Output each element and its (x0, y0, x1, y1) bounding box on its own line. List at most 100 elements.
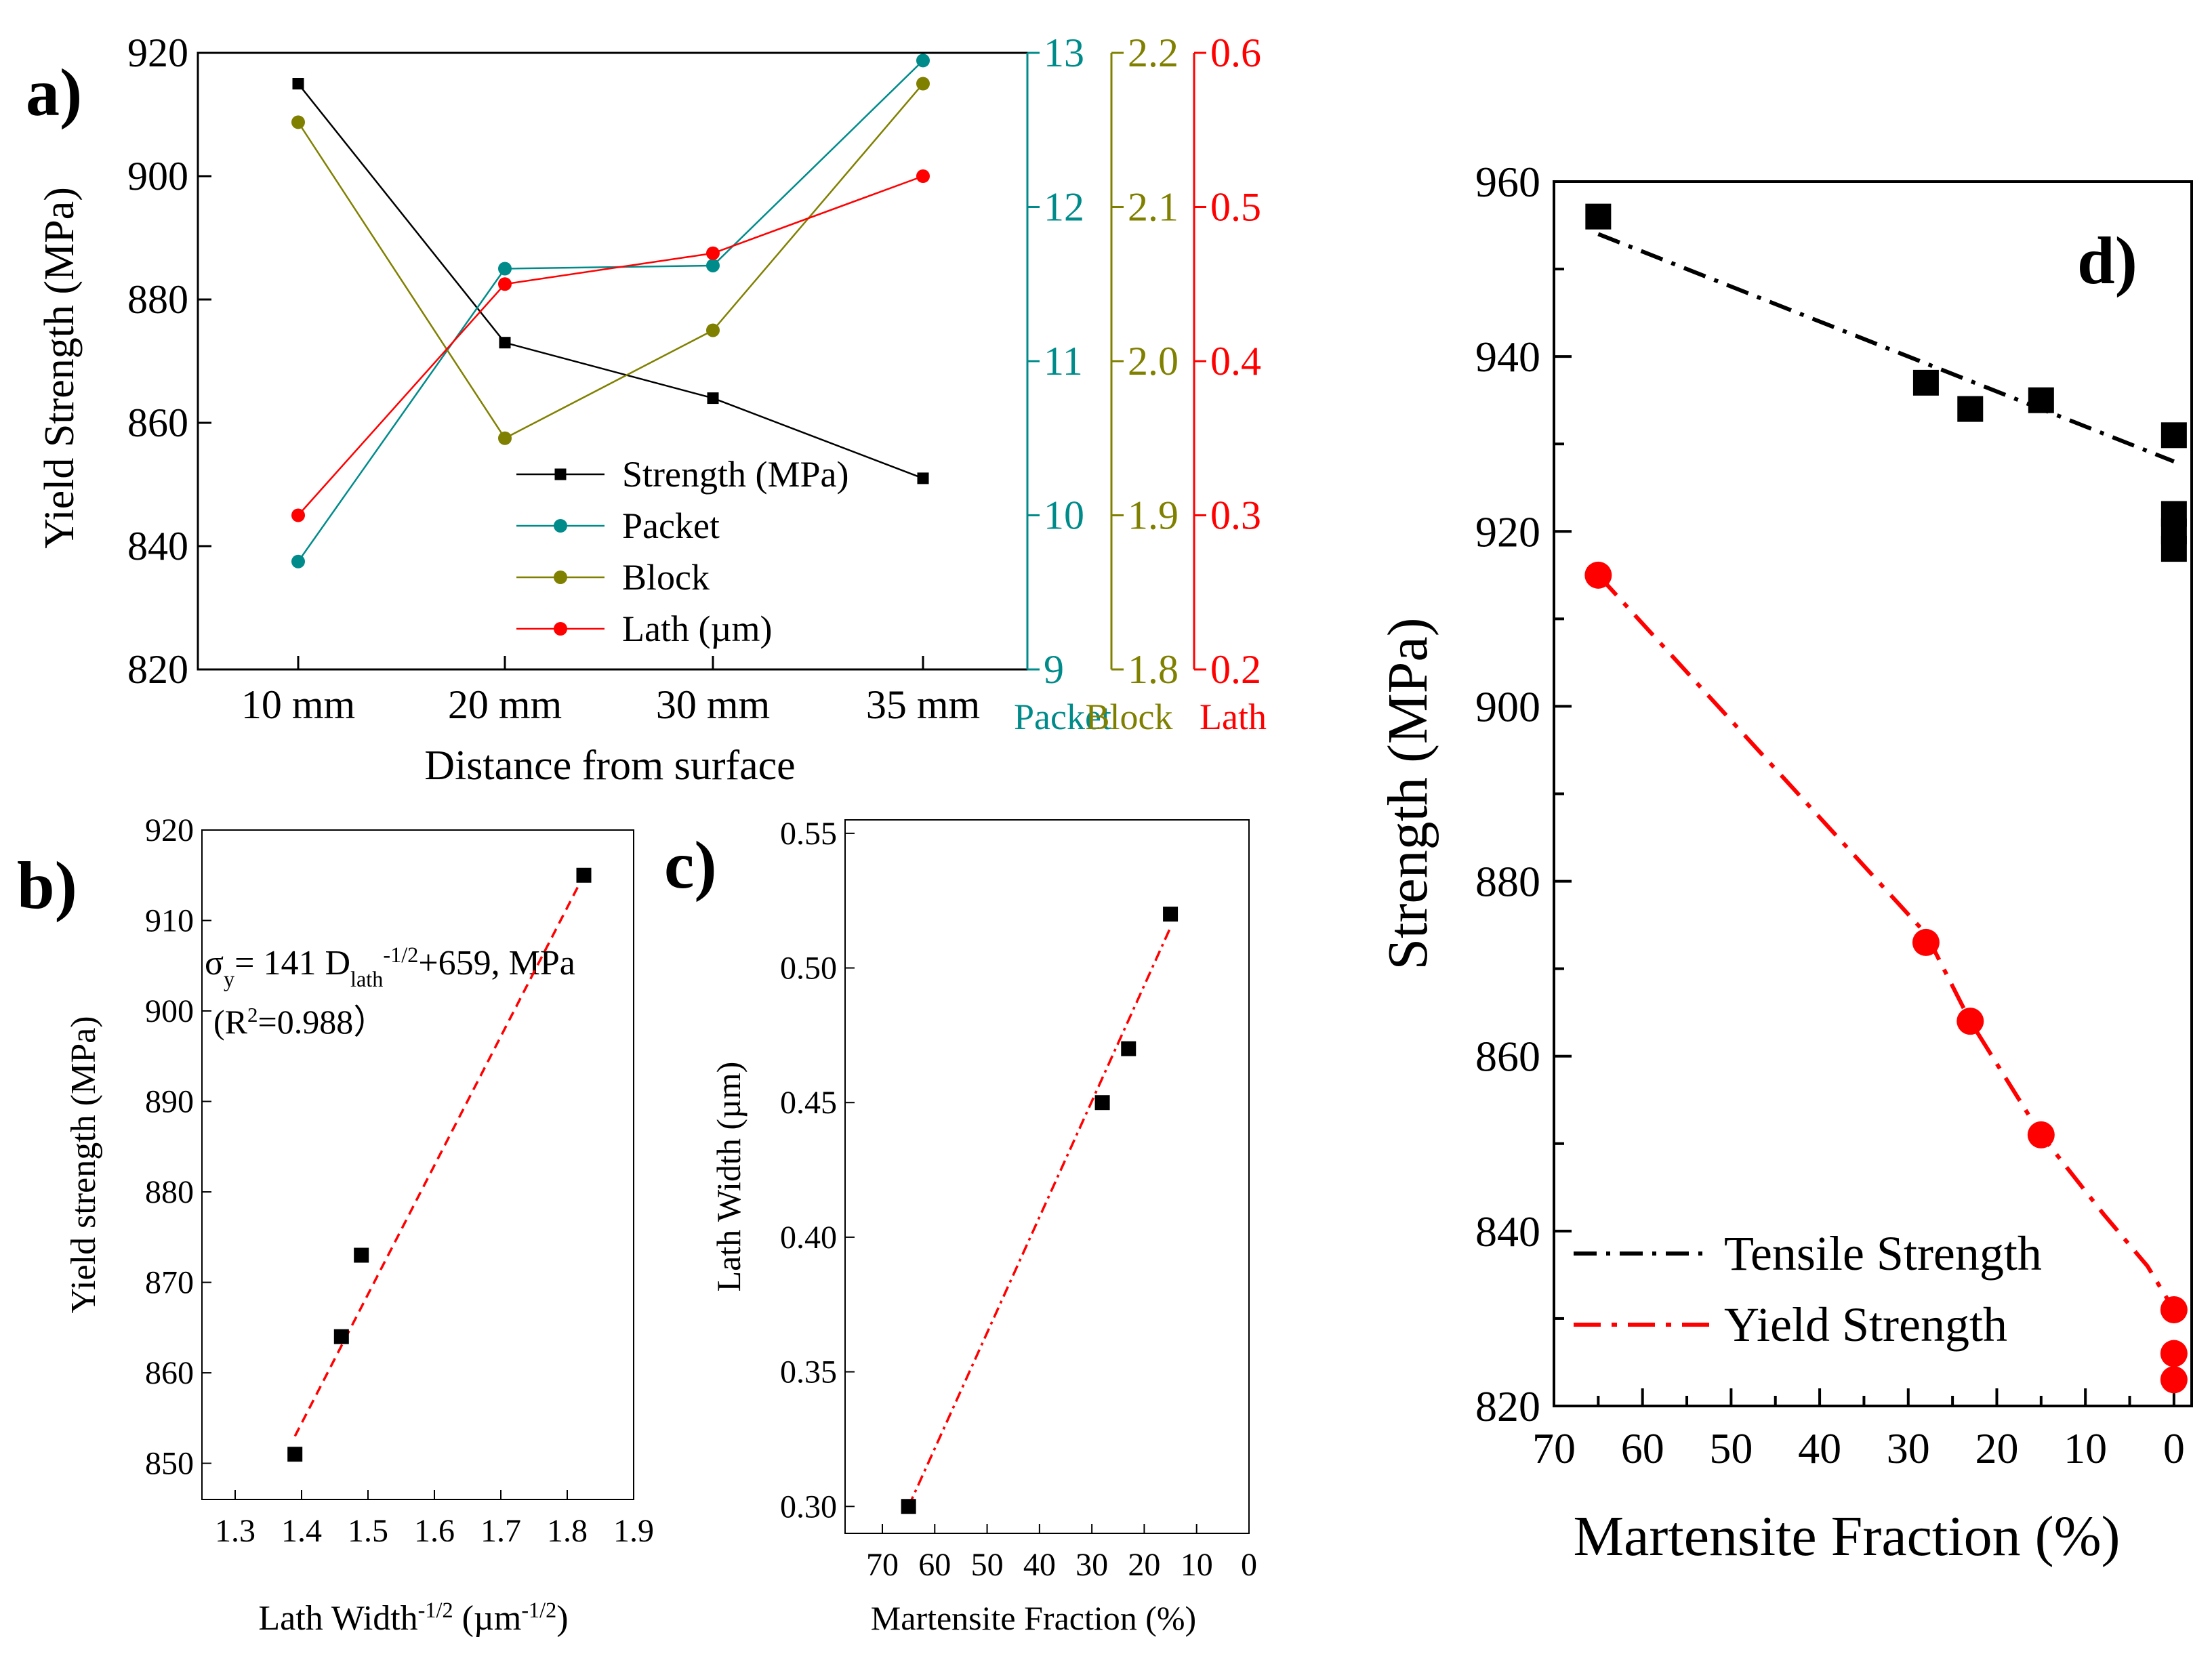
data-point-block (706, 323, 720, 337)
data-point-strength (707, 392, 719, 405)
x-tick-label-c: 30 (1076, 1547, 1108, 1583)
x-tick-label-d: 70 (1532, 1424, 1576, 1472)
data-point-block (916, 77, 930, 91)
y-tick-label-a: 880 (127, 277, 188, 322)
fit-equation-b-part: lath (350, 967, 383, 991)
plot-frame-b (201, 829, 634, 1500)
data-point-yield (2160, 1340, 2188, 1367)
data-point-yield (2160, 1366, 2188, 1394)
right-tick-label-packet: 12 (1044, 185, 1084, 230)
y-tick-label-d: 920 (1475, 508, 1540, 556)
series-line-lath (298, 175, 924, 516)
right-tick-label-lath: 0.6 (1210, 30, 1261, 75)
y-tick-label-c: 0.45 (780, 1085, 837, 1121)
data-point-packet (291, 554, 305, 568)
r-squared-b-part: 2 (247, 1003, 258, 1027)
y-tick-label-d: 840 (1475, 1207, 1540, 1256)
x-axis-label-c: Martensite Fraction (%) (871, 1599, 1196, 1637)
data-point-yield (2160, 1296, 2188, 1324)
y-tick-label-b: 900 (145, 993, 194, 1029)
fit-equation-b-part: = 141 D (234, 944, 350, 982)
y-axis-label-d: Strength (MPa) (1376, 617, 1439, 970)
data-point-c (1163, 907, 1179, 922)
x-tick-label-d: 30 (1887, 1424, 1930, 1472)
data-point-tensile (2160, 422, 2187, 449)
data-point-yield (1584, 561, 1612, 589)
x-tick-label-c: 20 (1128, 1547, 1160, 1583)
y-tick-label-a: 860 (127, 400, 188, 445)
data-point-tensile (2028, 387, 2054, 413)
y-tick-label-a: 820 (127, 647, 188, 692)
x-tick-label-b: 1.6 (414, 1513, 455, 1549)
right-axis-label-lath: Lath (1200, 697, 1267, 737)
legend-label-d: Yield Strength (1724, 1298, 2007, 1352)
x-axis-label-d: Martensite Fraction (%) (1573, 1505, 2120, 1568)
x-tick-label-d: 0 (2163, 1424, 2185, 1472)
fit-equation-b-part: +659, MPa (418, 944, 575, 982)
y-tick-label-b: 910 (145, 903, 194, 939)
r-squared-b: (R2=0.988） (213, 1003, 387, 1041)
data-point-lath (706, 246, 720, 260)
data-point-strength (917, 472, 929, 484)
fit-equation-b-part: y (224, 967, 234, 991)
x-tick-label-c: 50 (971, 1547, 1004, 1583)
x-tick-label-a: 35 mm (866, 682, 980, 727)
data-point-b (333, 1329, 349, 1344)
data-point-packet (916, 54, 930, 68)
y-tick-label-d: 860 (1475, 1033, 1540, 1081)
right-tick-label-block: 2.2 (1128, 30, 1179, 75)
x-tick-label-d: 40 (1798, 1424, 1841, 1472)
legend-label: Strength (MPa) (622, 454, 848, 495)
y-tick-label-b: 860 (145, 1355, 194, 1391)
legend-label-d: Tensile Strength (1724, 1226, 2042, 1281)
fit-line-yield (1597, 573, 2176, 1311)
data-point-b (354, 1247, 369, 1263)
x-tick-label-d: 50 (1709, 1424, 1753, 1472)
data-point-tensile (1585, 203, 1612, 230)
data-point-packet (498, 262, 512, 276)
y-tick-label-c: 0.50 (780, 951, 837, 987)
y-axis-label-c: Lath Width (µm) (710, 1062, 747, 1292)
x-tick-label-c: 40 (1023, 1547, 1056, 1583)
data-point-c (1094, 1095, 1110, 1111)
data-point-lath (498, 277, 512, 291)
series-line-block (297, 83, 924, 440)
data-point-block (498, 431, 512, 445)
x-tick-label-a: 30 mm (656, 682, 770, 727)
y-tick-label-d: 940 (1475, 333, 1540, 381)
panel-label-c: c) (664, 827, 717, 903)
legend-label: Block (622, 557, 710, 598)
x-axis-label-b-part: -1/2 (521, 1598, 556, 1622)
data-point-packet (706, 258, 720, 272)
legend-label: Lath (µm) (622, 608, 773, 649)
x-tick-label-b: 1.9 (613, 1513, 654, 1549)
series-line-packet (297, 60, 924, 562)
x-axis-label-b-part: (µm (453, 1599, 522, 1638)
data-point-tensile (2160, 536, 2187, 562)
y-tick-label-a: 840 (127, 524, 188, 568)
fit-equation-b-part: σ (205, 944, 224, 982)
data-point-c (901, 1499, 916, 1514)
panel-label-b: b) (17, 848, 77, 923)
series-line-strength (298, 83, 924, 480)
right-tick-label-lath: 0.2 (1210, 647, 1261, 692)
x-tick-label-c: 60 (918, 1547, 951, 1583)
data-point-yield (1957, 1008, 1984, 1035)
right-axis-label-packet: Packet (1014, 697, 1111, 737)
right-tick-label-packet: 11 (1044, 339, 1083, 384)
x-tick-label-d: 60 (1621, 1424, 1664, 1472)
data-point-lath (916, 169, 930, 183)
y-axis-label-b: Yield strength (MPa) (64, 1016, 103, 1313)
r-squared-b-part: =0.988） (258, 1003, 388, 1041)
right-tick-label-packet: 10 (1044, 493, 1084, 538)
right-tick-label-block: 1.9 (1128, 493, 1179, 538)
right-tick-label-lath: 0.4 (1210, 339, 1261, 384)
fit-line-c (907, 927, 1172, 1507)
data-point-lath (291, 508, 305, 522)
x-axis-label-b-part: -1/2 (418, 1598, 453, 1622)
plot-frame-c (844, 819, 1250, 1534)
legend-marker (554, 571, 567, 584)
y-tick-label-a: 900 (127, 154, 188, 199)
fit-line-tensile (1597, 232, 2175, 463)
